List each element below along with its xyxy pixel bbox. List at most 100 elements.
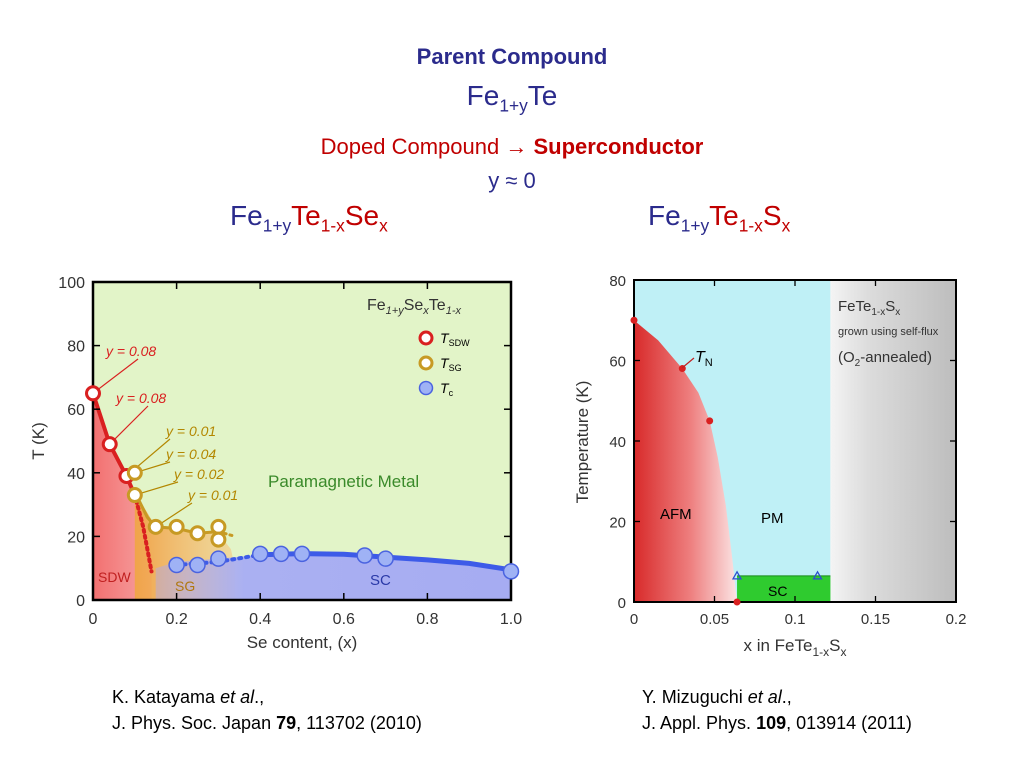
formula-part: Te	[709, 200, 739, 231]
growth-method: grown using self-flux	[838, 326, 939, 338]
legend-entry-tc: Tc	[440, 380, 454, 398]
afm-region	[634, 320, 737, 602]
formula-sub: x	[379, 215, 388, 236]
parent-formula-part: Fe	[466, 80, 500, 111]
formula-right: Fe1+yTe1-xSx	[648, 200, 790, 237]
x-tick-label: 0.2	[946, 611, 967, 628]
y-tick-label: 20	[67, 529, 85, 546]
y-tick-label: 60	[67, 402, 85, 419]
legend-entry-sdw: TSDW	[440, 330, 470, 348]
annotation-leader	[109, 405, 149, 445]
formula-part: Fe	[230, 200, 263, 231]
pm-label: PM	[761, 510, 784, 527]
point-t-sg	[126, 464, 143, 481]
parent-formula-sub: 1+y	[499, 95, 528, 116]
annotation-y-label: y = 0.04	[165, 446, 216, 462]
point-t-n	[630, 316, 638, 324]
axis-ticks: 0 0.2 0.4 0.6 0.8 1.0 0 20 40 60 80 100	[58, 275, 522, 628]
phase-diagram-s: 0 0.05 0.1 0.15 0.2 0 20 40 60 80 TN AFM PM SC Fe…	[573, 273, 967, 659]
tn-label: TN	[695, 349, 713, 369]
point-t-c	[168, 556, 185, 574]
y-axis-label: T (K)	[29, 422, 48, 459]
formula-sub: 1+y	[680, 215, 710, 236]
annotation-y-label: y = 0.08	[115, 390, 166, 406]
x-axis-label: x in FeTe1-xSx	[744, 636, 847, 659]
y-tick-label: 60	[609, 354, 626, 371]
sc-label: SC	[768, 583, 787, 599]
point-t-c	[377, 550, 394, 567]
title-text: Parent Compound	[416, 44, 608, 69]
point-t-sg	[189, 525, 206, 542]
formula-part: S	[762, 200, 782, 231]
sc-label: SC	[370, 572, 391, 589]
reference-journal: J. Appl. Phys. 109, 013914 (2011)	[642, 713, 912, 733]
x-tick-label: 0	[630, 611, 638, 628]
point-t-c	[731, 570, 743, 580]
point-t-sdw	[85, 385, 101, 402]
annotation-y-label: y = 0.01	[187, 487, 238, 503]
point-t-n	[706, 417, 714, 425]
formula-part: Fe	[648, 200, 681, 231]
annealing-label: (O2-annealed)	[838, 349, 932, 369]
y-tick-label: 20	[609, 515, 626, 532]
formula-sub: 1-x	[738, 215, 763, 236]
superconductor-text: Superconductor	[533, 134, 704, 159]
annotation-y-label: y = 0.08	[105, 343, 156, 359]
reference-right: Y. Mizuguchi et al., J. Appl. Phys. 109,…	[642, 684, 912, 736]
plot-frame	[91, 280, 513, 602]
formula-part: Te	[291, 200, 321, 231]
x-tick-label: 1.0	[500, 611, 522, 628]
x-tick-label: 0.05	[700, 611, 729, 628]
reference-authors: Y. Mizuguchi et al.,	[642, 687, 792, 707]
point-t-sg	[168, 518, 185, 535]
legend-marker-sg	[418, 355, 434, 371]
legend: Fe1+ySexTe1-x TSDW TSG Tc	[367, 297, 470, 398]
x-tick-label: 0	[89, 611, 98, 628]
y-condition-text: y ≈ 0	[488, 168, 536, 193]
tn-leader-line	[681, 357, 695, 369]
x-axis-label: Se content, (x)	[247, 633, 358, 652]
formula-sub: 1+y	[262, 215, 292, 236]
x-tick-label: 0.4	[249, 611, 271, 628]
formula-left: Fe1+yTe1-xSex	[230, 200, 388, 237]
annotation-leader	[92, 358, 139, 394]
sg-label: SG	[175, 578, 195, 594]
y-tick-label: 0	[76, 593, 85, 610]
y-tick-label: 40	[609, 434, 626, 451]
reference-journal: J. Phys. Soc. Japan 79, 113702 (2010)	[112, 713, 422, 733]
point-t-c	[812, 570, 823, 580]
point-t-sg	[147, 518, 164, 535]
sdw-label: SDW	[98, 569, 131, 585]
legend-entry-sg: TSG	[440, 355, 462, 373]
y-axis-label: Temperature (K)	[573, 381, 592, 504]
doped-text: Doped Compound	[320, 134, 500, 159]
sc-region	[737, 575, 831, 602]
sc-region	[155, 553, 511, 600]
y-tick-label: 100	[58, 275, 85, 292]
point-t-c	[293, 545, 311, 563]
legend-title: Fe1+ySexTe1-x	[367, 297, 461, 317]
y-tick-label: 80	[609, 273, 626, 290]
data-points	[85, 385, 520, 580]
y-tick-label: 0	[618, 595, 626, 612]
x-tick-label: 0.15	[861, 611, 890, 628]
point-t-c	[356, 547, 373, 564]
sdw-boundary-line	[91, 392, 137, 496]
parent-formula-part: Te	[527, 80, 558, 111]
paramagnetic-label: Paramagnetic Metal	[268, 472, 419, 491]
parent-formula: Fe1+yTe	[0, 80, 1024, 117]
reference-authors: K. Katayama et al.,	[112, 687, 265, 707]
annotation-y-label: y = 0.01	[165, 423, 216, 439]
page-title: Parent Compound	[0, 44, 1024, 70]
point-t-c	[189, 556, 206, 574]
point-t-c	[272, 545, 290, 563]
compound-annotation: FeTe1-xSx grown using self-flux (O2-anne…	[838, 298, 939, 369]
y-tick-label: 80	[67, 339, 85, 356]
x-tick-label: 0.8	[416, 611, 438, 628]
y-condition: y ≈ 0	[0, 168, 1024, 194]
doped-line: Doped Compound → Superconductor	[0, 134, 1024, 160]
point-t-sg	[126, 487, 143, 504]
gray-region	[830, 280, 956, 602]
point-t-c	[210, 550, 227, 567]
point-t-c	[251, 545, 269, 563]
